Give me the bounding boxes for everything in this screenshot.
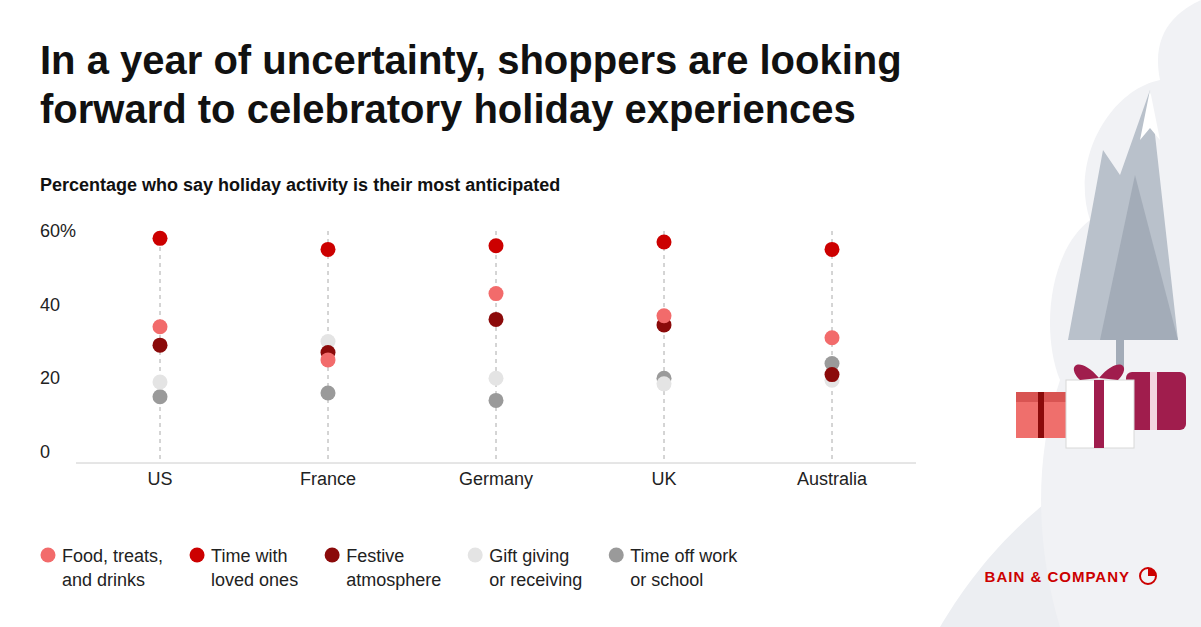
snow-hill xyxy=(940,0,1201,627)
dot xyxy=(657,235,672,250)
legend-label: Festive atmosphere xyxy=(346,546,441,590)
dot xyxy=(321,386,336,401)
dot xyxy=(153,389,168,404)
x-axis-line xyxy=(76,463,916,464)
gift xyxy=(1126,372,1186,430)
y-tick-label: 20 xyxy=(40,368,60,388)
subtitle: Percentage who say holiday activity is t… xyxy=(40,175,560,195)
x-tick-label: Australia xyxy=(797,469,868,489)
dot xyxy=(489,286,504,301)
dot xyxy=(657,308,672,323)
tree-snow xyxy=(1140,90,1160,140)
title: In a year of uncertainty, shoppers are l… xyxy=(40,38,902,131)
x-tick-label: UK xyxy=(651,469,676,489)
text-line: Gift giving xyxy=(489,546,569,566)
dot xyxy=(153,374,168,389)
x-tick-label: Germany xyxy=(459,469,533,489)
chart: In a year of uncertainty, shoppers are l… xyxy=(0,0,1201,627)
legend-swatch xyxy=(41,548,56,563)
text-line: and drinks xyxy=(62,570,145,590)
dot xyxy=(153,319,168,334)
y-tick-label: 0 xyxy=(40,442,50,462)
x-tick-label: France xyxy=(300,469,356,489)
dots xyxy=(153,231,840,408)
brand: BAIN & COMPANY xyxy=(985,568,1130,585)
y-range-marker xyxy=(76,231,77,463)
legend: Food, treats, and drinks Time with loved on… xyxy=(41,546,739,590)
text-line: or receiving xyxy=(489,570,582,590)
text-line: Time with xyxy=(211,546,287,566)
text-line: Time off work xyxy=(630,546,738,566)
category-guide xyxy=(664,231,665,463)
legend-swatch xyxy=(325,548,340,563)
dot xyxy=(489,312,504,327)
text-line: Food, treats, xyxy=(62,546,163,566)
gift-ribbon xyxy=(1150,372,1157,430)
legend-label: Time off work or school xyxy=(630,546,738,590)
text-line: or school xyxy=(630,570,703,590)
dot xyxy=(657,376,672,391)
dot xyxy=(321,352,336,367)
legend-label: Food, treats, and drinks xyxy=(62,546,163,590)
y-tick-label: 60% xyxy=(40,221,76,241)
text-line: In a year of uncertainty, shoppers are l… xyxy=(40,38,902,82)
category-guide xyxy=(832,231,833,463)
legend-label: Gift giving or receiving xyxy=(489,546,582,590)
x-tick-label: US xyxy=(147,469,172,489)
dot xyxy=(321,242,336,257)
gift-bow xyxy=(1074,364,1124,380)
dot xyxy=(489,371,504,386)
dot xyxy=(825,367,840,382)
gift-ribbon xyxy=(1094,380,1104,448)
legend-swatch xyxy=(609,548,624,563)
gift-ribbon xyxy=(1038,392,1044,438)
gift xyxy=(1066,380,1134,448)
legend-swatch xyxy=(468,548,483,563)
text-line: Festive xyxy=(346,546,404,566)
tree-shade xyxy=(1100,175,1178,340)
tree xyxy=(1068,90,1178,340)
legend-label: Time with loved ones xyxy=(211,546,298,590)
decoration xyxy=(940,0,1201,627)
dot xyxy=(825,330,840,345)
dot xyxy=(825,242,840,257)
y-axis: 0 20 40 60% xyxy=(40,221,76,462)
dot xyxy=(489,238,504,253)
category-guides xyxy=(160,231,832,463)
y-tick-label: 40 xyxy=(40,295,60,315)
gift xyxy=(1016,392,1068,438)
text-line: atmosphere xyxy=(346,570,441,590)
text-line: loved ones xyxy=(211,570,298,590)
dot xyxy=(489,393,504,408)
text-line: forward to celebratory holiday experienc… xyxy=(40,87,856,131)
dot xyxy=(153,231,168,246)
brand-icon xyxy=(1148,568,1156,576)
category-guide xyxy=(496,231,497,463)
dot xyxy=(153,338,168,353)
snow-cloud xyxy=(1041,0,1201,627)
legend-swatch xyxy=(190,548,205,563)
brand-icon xyxy=(1140,568,1156,584)
